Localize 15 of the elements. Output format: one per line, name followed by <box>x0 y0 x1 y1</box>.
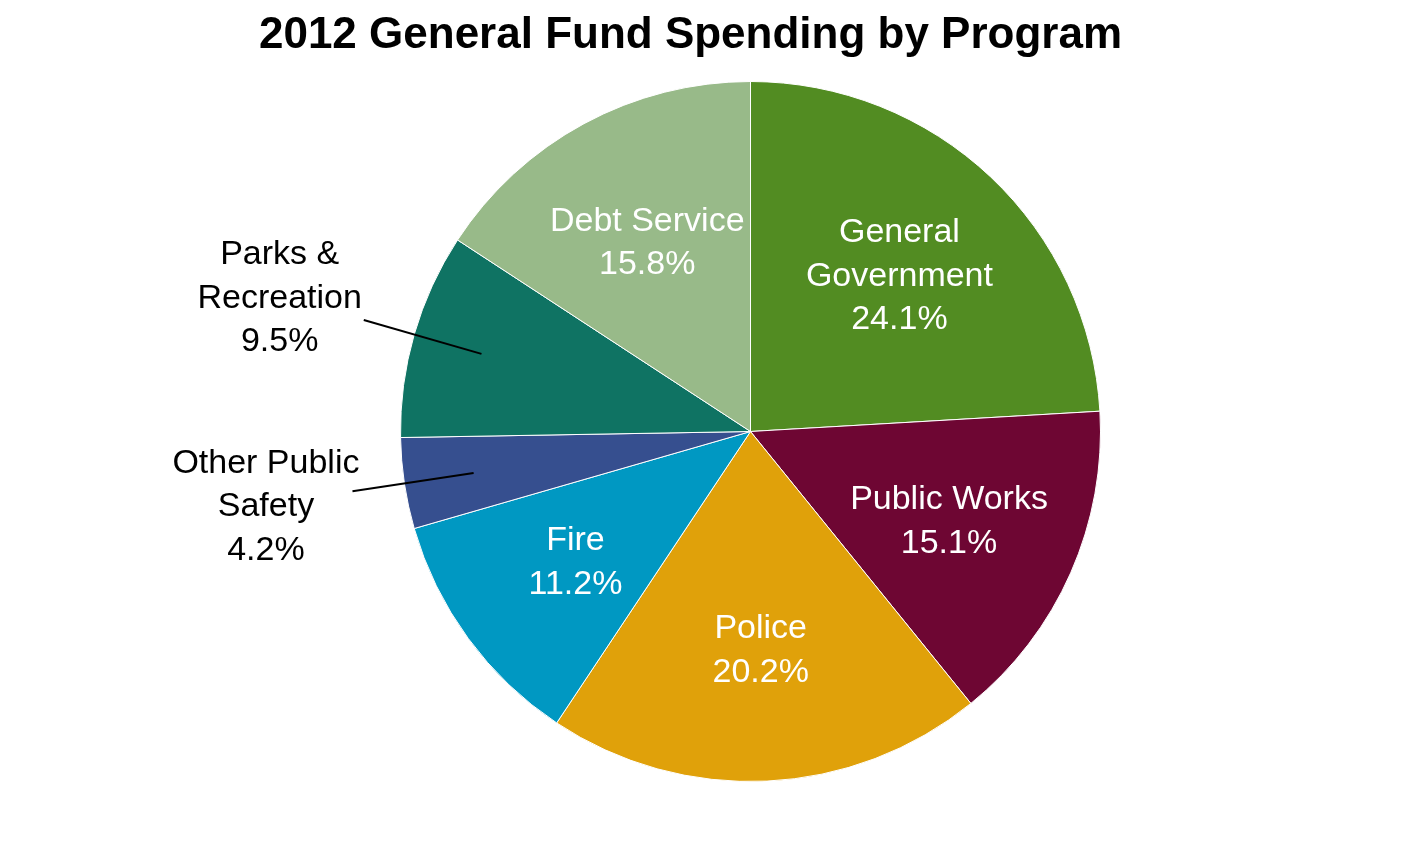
slice-label: Parks & Recreation <box>197 232 362 315</box>
slice-label: Public Works <box>850 478 1048 517</box>
data-label: 20.2% <box>712 651 809 690</box>
slice-label: Other Public Safety <box>172 441 360 524</box>
slice-label: Fire <box>546 518 605 557</box>
slice-label: General Government <box>805 210 994 293</box>
data-label: 15.1% <box>900 522 998 561</box>
data-label: 9.5% <box>240 320 319 359</box>
slice-label: Police <box>714 607 808 646</box>
slice-label: Debt Service <box>549 199 745 238</box>
data-label: 24.1% <box>851 298 948 337</box>
data-label: 4.2% <box>227 528 305 567</box>
chart-title: 2012 General Fund Spending by Program <box>258 7 1123 57</box>
data-label: 15.8% <box>599 243 696 282</box>
data-label: 11.2% <box>528 562 623 601</box>
